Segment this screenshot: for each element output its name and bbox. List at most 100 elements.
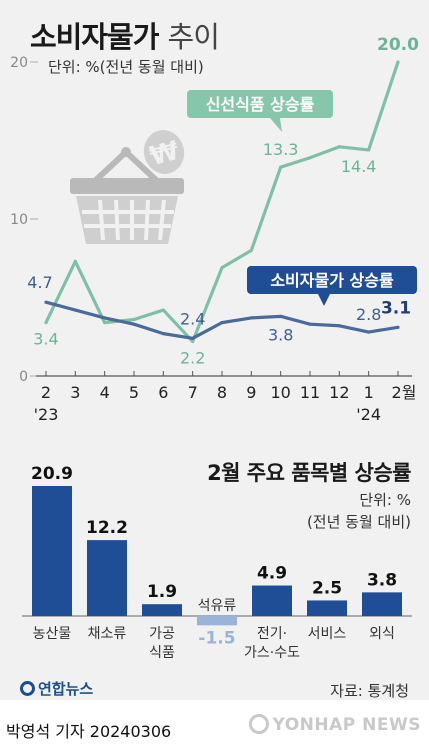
data-label: 13.3 [263,140,299,159]
data-point [396,60,400,64]
y-tick-label: 20 [10,55,28,71]
watermark-text: YONHAP NEWS [272,715,421,735]
legend-cpi-label: 소비자물가 상승률 [270,271,394,290]
bar [362,592,402,616]
data-point [337,145,341,149]
bar-value-label: 20.9 [31,464,73,484]
data-label: 2.2 [180,348,205,367]
bar-value-label: 3.8 [367,570,397,590]
data-point [191,339,195,344]
x-tick-label: 12 [329,383,349,402]
legend-cpi: 소비자물가 상승률 [247,266,417,306]
data-label: 2.8 [356,305,381,324]
bar-value-label: 1.9 [147,582,177,602]
y-tick-label: 0 [19,369,28,385]
legend-fresh-food-label: 신선식품 상승률 [206,95,315,114]
data-point [161,332,165,336]
bar-chart-unit-note: (전년 동월 대비) [306,513,411,531]
x-tick-label: 4 [100,383,110,402]
bar [252,585,292,616]
bar-chart: 20.9 농산물 12.2 채소류 1.9 가공 식품 -1.5 석유류 4.9 전기· 가스·수도 2… [22,464,412,661]
data-label: 4.7 [27,273,52,292]
bar-category-label: 가공 식품 [149,626,175,661]
infographic-card: 소비자물가 추이 단위: %(전년 동월 대비) ₩ 0 10 20 2 3 4 5 6 7 8 9… [0,0,429,700]
data-label: 3.8 [268,325,293,344]
x-tick-label: 5 [129,383,139,402]
title-main: 소비자물가 [30,20,159,54]
data-point [73,308,77,312]
data-point [132,322,136,326]
data-point [249,316,253,320]
bar-category-label: 석유류 [198,598,237,614]
x-year-label: '24 [356,405,381,424]
x-tick-label: 6 [158,383,168,402]
data-point [308,322,312,326]
line-chart-unit: 단위: %(전년 동월 대비) [48,58,204,76]
logo-text: 연합뉴스 [38,680,94,698]
bar [32,486,72,616]
watermark: YONHAP NEWS [248,714,421,735]
bar-value-label: 4.9 [257,564,287,584]
x-tick-label: 7 [188,383,198,402]
line-chart: ₩ 0 10 20 2 3 4 5 6 7 8 9 10 11 12 1 2월 '23 '24 3.4 2.2 13.… [10,35,419,424]
data-point [44,300,48,304]
data-label: 3.4 [33,330,58,349]
data-point [337,324,341,328]
data-point [367,148,371,152]
source-note: 자료: 통계청 [330,682,409,700]
data-point [103,321,107,325]
data-point [220,266,224,270]
data-point [220,321,224,325]
data-point [161,308,165,312]
bar [142,604,182,616]
yonhap-logo-icon [20,681,35,696]
data-point [103,316,107,320]
bar-chart-title: 2월 주요 품목별 상승률 [207,461,411,485]
bar-value-label: 12.2 [86,518,128,538]
data-point [279,165,283,169]
data-label: 2.4 [180,309,205,328]
title-sub: 추이 [167,20,220,54]
data-point [396,325,400,329]
data-label: 20.0 [377,35,419,55]
x-tick-label: 3 [70,383,80,402]
x-tick-label: 1 [364,383,374,402]
won-coin-icon: ₩ [143,130,185,174]
bar [197,616,237,626]
data-label: 3.1 [381,298,411,318]
bar-value-label: -1.5 [198,628,235,648]
shopping-basket-icon [70,147,184,244]
data-point [73,259,77,263]
legend-fresh-food: 신선식품 상승률 [187,90,333,132]
data-point [132,317,136,322]
bar-category-label: 전기· 가스·수도 [244,626,300,661]
watermark-icon [248,714,269,734]
bar-chart-unit: 단위: % (전년 동월 대비) [307,489,411,533]
byline: 박영석 기자 20240306 [6,722,172,741]
data-point [279,314,283,318]
x-tick-label: 10 [270,383,290,402]
bar-category-label: 서비스 [308,626,347,642]
data-label: 14.4 [341,157,377,176]
bar-category-label: 채소류 [88,626,127,642]
bar-value-label: 2.5 [312,578,342,598]
y-tick-label: 10 [10,212,28,228]
data-point [191,336,195,340]
x-tick-label: 2월 [392,383,417,402]
x-year-label: '23 [34,405,59,424]
x-tick-label: 9 [246,383,256,402]
bar-category-label: 외식 [369,626,395,642]
bar-chart-unit-label: 단위: % [359,491,411,509]
data-point [44,321,48,325]
bar-category-label: 농산물 [33,626,72,642]
yonhap-logo: 연합뉴스 [20,678,93,699]
data-point [308,156,312,160]
bar [307,600,347,616]
x-tick-label: 2 [41,383,51,402]
x-tick-label: 11 [300,383,320,402]
x-tick-label: 8 [217,383,227,402]
page-title: 소비자물가 추이 [30,14,220,56]
data-point [367,330,371,334]
bar [87,540,127,616]
data-point [249,248,253,252]
